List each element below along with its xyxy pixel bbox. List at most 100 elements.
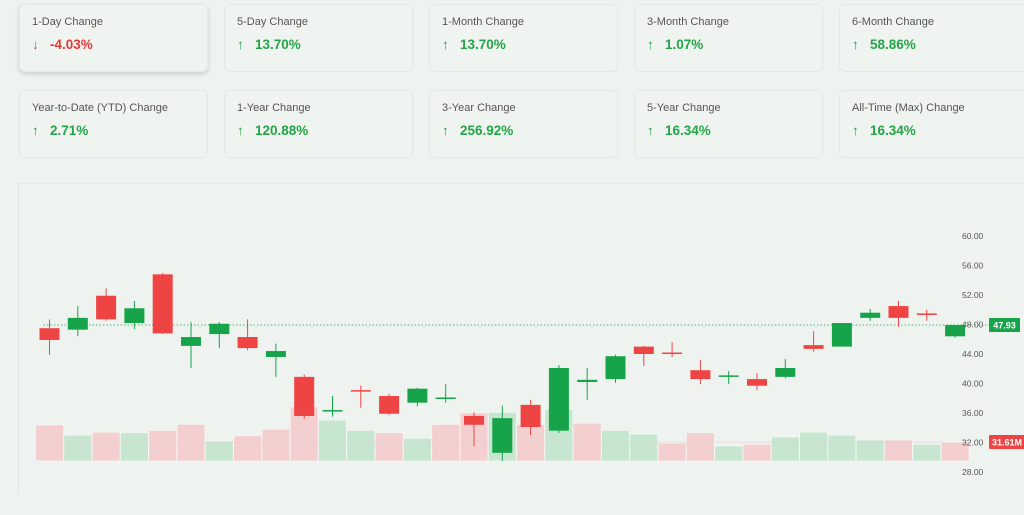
volume-bar [346,429,376,462]
arrow-down-icon: ↓ [32,37,39,52]
volume-bar [120,432,149,462]
card-value-row: ↑ 16.34% [647,123,711,138]
arrow-up-icon: ↑ [852,123,859,138]
change-card[interactable]: 5-Year Change ↑ 16.34% [634,90,823,158]
volume-bar [318,419,347,462]
card-label: 5-Year Change [647,102,721,114]
volume-bar [912,443,942,462]
candle-body [492,418,513,453]
candle-body [747,379,767,386]
candle-body [350,390,371,392]
change-card[interactable]: 1-Day Change ↓ -4.03% [19,4,208,72]
change-card[interactable]: 5-Day Change ↑ 13.70% [224,4,413,72]
card-label: 3-Month Change [647,16,729,28]
volume-bar [35,424,64,462]
card-value: 120.88% [255,123,309,138]
candle-body [96,295,117,320]
volume-bar [629,433,659,462]
change-card[interactable]: 1-Year Change ↑ 120.88% [224,90,413,158]
arrow-up-icon: ↑ [442,37,449,52]
y-tick-label: 28.00 [962,467,984,477]
volume-bar [176,423,206,462]
arrow-up-icon: ↑ [852,37,859,52]
volume-bar [686,432,715,462]
volume-bar [940,441,970,462]
x-tick-label: 25 [865,493,875,494]
y-tick-label: 44.00 [962,349,984,359]
card-value-row: ↑ 58.86% [852,37,916,52]
candle-body [577,379,598,383]
candle-body [181,337,201,346]
y-tick-label: 60.00 [962,231,984,241]
candle-body [718,375,739,377]
candle-body [548,368,569,431]
volume-bar [374,432,404,462]
change-card[interactable]: 3-Year Change ↑ 256.92% [429,90,618,158]
change-card[interactable]: 3-Month Change ↑ 1.07% [634,4,823,72]
change-card[interactable]: 1-Month Change ↑ 13.70% [429,4,618,72]
change-card[interactable]: All-Time (Max) Change ↑ 16.34% [839,90,1024,158]
volume-bar [148,429,178,462]
candle-body [379,396,400,414]
arrow-up-icon: ↑ [647,123,654,138]
last-price-badge [989,318,1020,333]
arrow-up-icon: ↑ [237,37,244,52]
card-label: 1-Day Change [32,16,103,28]
x-tick-label: 5 [47,493,52,494]
card-value-row: ↑ 120.88% [237,123,308,138]
change-card[interactable]: Year-to-Date (YTD) Change ↑ 2.71% [19,90,208,158]
volume-bar [261,428,291,462]
x-tick-label: 16 [696,493,706,494]
card-value: 58.86% [870,37,916,52]
arrow-up-icon: ↑ [647,37,654,52]
card-value-row: ↑ 2.71% [32,123,88,138]
candle-body [831,323,852,347]
x-tick-label: 30 [950,493,960,494]
card-value-row: ↑ 256.92% [442,123,513,138]
candle-body [237,337,258,349]
candle-body [464,415,484,425]
volume-bar [827,434,857,462]
candle-body [322,410,343,412]
volume-bar [233,435,263,462]
last-price-label: 47.93 [993,321,1016,331]
last-volume-badge [989,435,1024,449]
card-value: 16.34% [665,123,711,138]
candle-body [39,328,60,340]
volume-bar [884,439,913,462]
candle-body [124,308,145,324]
volume-bar [402,437,432,462]
candlestick-chart[interactable]: 60.00 56.00 52.00 48.00 44.00 40.00 36.00 32.00… [19,184,1024,494]
card-label: 1-Year Change [237,102,311,114]
card-label: All-Time (Max) Change [852,102,965,114]
change-card[interactable]: 6-Month Change ↑ 58.86% [839,4,1024,72]
candle-body [945,325,966,337]
x-tick-label: 22 [781,493,791,494]
volume-bar [657,442,687,462]
candle-body [662,352,683,355]
card-value-row: ↑ 13.70% [442,37,506,52]
x-tick-label: 8 [528,493,533,494]
arrow-up-icon: ↑ [32,123,39,138]
volume-bar [855,439,885,462]
candle-body [605,356,626,380]
candle-body [152,274,173,334]
arrow-up-icon: ↑ [237,123,244,138]
volume-bar [63,434,93,462]
x-tick-label: Apr [439,493,452,494]
volume-bar [799,431,828,462]
x-tick-label: 11 [328,493,337,494]
volume-bar [714,445,744,462]
volume-bar [601,429,630,462]
card-label: 6-Month Change [852,16,934,28]
candle-body [435,397,456,400]
y-tick-label: 32.00 [962,438,984,448]
card-value-row: ↑ 13.70% [237,37,301,52]
x-tick-label: 11 [611,493,620,494]
volume-bar [431,423,461,462]
candle-body [265,351,286,357]
y-tick-label: 40.00 [962,379,984,389]
x-tick-label: Mar [155,493,170,494]
candle-body [860,312,881,318]
card-label: 3-Year Change [442,102,516,114]
